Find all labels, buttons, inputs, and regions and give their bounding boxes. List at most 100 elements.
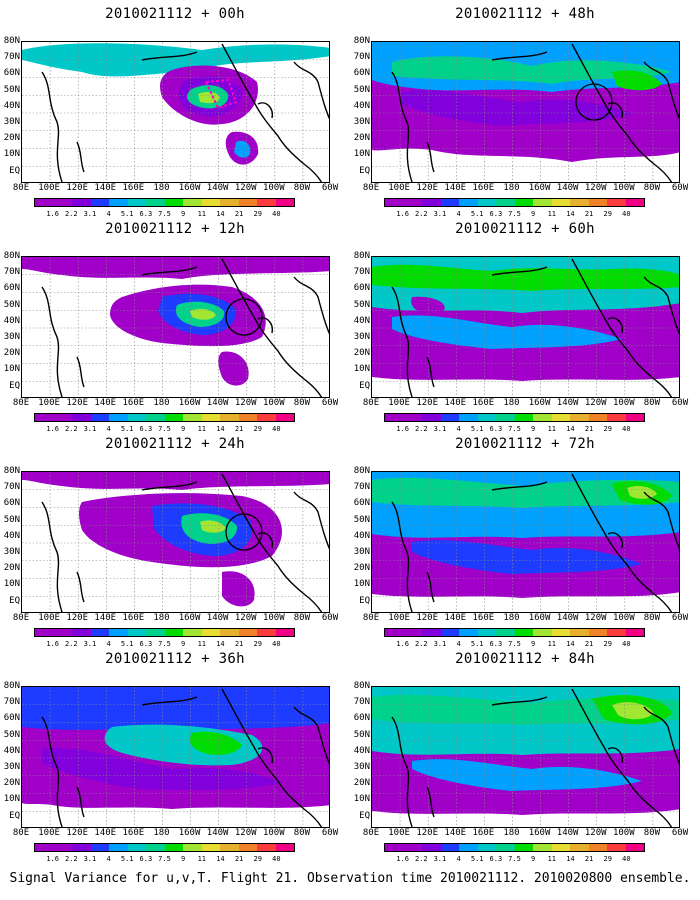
- latitude-label: 70N: [3, 267, 20, 278]
- latitude-label: 70N: [353, 697, 370, 708]
- colorbar-swatch: [90, 629, 109, 636]
- colorbar-swatch: [533, 199, 552, 206]
- colorbar-swatch: [183, 844, 202, 851]
- map-plot: [372, 687, 679, 827]
- colorbar-swatch: [109, 414, 128, 421]
- latitude-label: 50N: [3, 729, 20, 740]
- latitude-label: 10N: [353, 149, 370, 160]
- longitude-label: 120W: [584, 613, 607, 623]
- colorbar-tick-label: 5.1: [120, 210, 134, 218]
- colorbar-tick-label: 1.6: [396, 640, 409, 648]
- colorbar-swatch: [257, 629, 276, 636]
- latitude-label: 50N: [3, 84, 20, 95]
- latitude-label: 30N: [353, 547, 370, 557]
- colorbar-tick-label: 7.5: [508, 425, 521, 433]
- colorbar-tick-label: 2.2: [414, 210, 428, 218]
- colorbar-tick-label: 11: [547, 640, 556, 648]
- colorbar-swatch: [533, 414, 552, 421]
- colorbar-swatch: [201, 844, 220, 851]
- map-plot: [22, 257, 329, 397]
- longitude-label: 120E: [66, 183, 89, 193]
- colorbar-swatch: [570, 199, 589, 206]
- colorbar-tick-label: 21: [234, 425, 244, 433]
- colorbar-tick-label: 7.5: [158, 640, 171, 648]
- colorbar-swatch: [422, 844, 441, 851]
- figure-caption: Signal Variance for u,v,T. Flight 21. Ob…: [9, 871, 691, 886]
- longitude-label: 80W: [293, 613, 311, 623]
- colorbar-tick-label: 11: [547, 855, 556, 863]
- colorbar-tick-label: 1.6: [396, 855, 409, 863]
- latitude-label: 30N: [3, 117, 20, 127]
- coastline: [491, 481, 548, 491]
- longitude-label: 80E: [362, 398, 380, 408]
- colorbar-swatch: [220, 844, 239, 851]
- coastline: [221, 473, 323, 612]
- latitude-label: 50N: [3, 514, 20, 525]
- coastline: [571, 258, 673, 397]
- longitude-label: 120W: [584, 183, 607, 193]
- variance-contour-fill: [612, 70, 662, 91]
- colorbar-swatch: [257, 414, 276, 421]
- longitude-label: 140W: [206, 183, 229, 193]
- colorbar-swatch: [588, 629, 607, 636]
- colorbar-tick-label: 7.5: [508, 210, 521, 218]
- colorbar-swatch: [607, 414, 626, 421]
- colorbar-tick-label: 29: [253, 425, 262, 433]
- latitude-label: 20N: [353, 133, 370, 144]
- longitude-label: 140W: [556, 183, 579, 193]
- latitude-label: EQ: [359, 165, 370, 176]
- colorbar-swatch: [440, 629, 459, 636]
- longitude-label: 100W: [262, 828, 285, 838]
- colorbar-swatch: [403, 414, 422, 421]
- colorbar-swatch: [385, 199, 404, 206]
- colorbar-tick-label: 21: [584, 640, 594, 648]
- colorbar-swatch: [514, 199, 533, 206]
- colorbar-tick-label: 40: [622, 855, 631, 863]
- variance-contour-fill: [22, 687, 329, 731]
- colorbar-tick-label: 40: [272, 855, 281, 863]
- coastline: [426, 356, 435, 388]
- longitude-label: 80E: [362, 613, 380, 623]
- latitude-label: 70N: [3, 482, 20, 493]
- coastline: [607, 747, 623, 764]
- longitude-label: 180: [153, 398, 170, 408]
- colorbar-swatch: [551, 844, 570, 851]
- colorbar-tick-label: 5.1: [120, 855, 134, 863]
- colorbar-swatch: [588, 414, 607, 421]
- variance-contour-fill: [22, 472, 329, 490]
- colorbar-swatch: [551, 199, 570, 206]
- latitude-label: 40N: [3, 745, 20, 756]
- latitude-label: 10N: [3, 794, 20, 805]
- coastline: [491, 696, 548, 706]
- colorbar-swatch: [551, 414, 570, 421]
- coastline: [391, 716, 413, 827]
- colorbar-tick-label: 40: [622, 425, 631, 433]
- colorbar-tick-label: 14: [216, 210, 225, 218]
- latitude-label: 80N: [3, 681, 20, 691]
- colorbar-swatch: [477, 844, 496, 851]
- colorbar-tick-label: 11: [547, 210, 556, 218]
- latitude-label: 10N: [353, 794, 370, 805]
- colorbar-tick-label: 3.1: [83, 210, 97, 218]
- longitude-label: 120W: [584, 828, 607, 838]
- colorbar-tick-label: 11: [197, 640, 206, 648]
- longitude-label: 180: [503, 613, 520, 623]
- latitude-label: 60N: [3, 68, 20, 79]
- map-panel: 2010021112 + 24h 80N 70N 60N 50N 40N 30N 20N 10N…: [0, 430, 350, 652]
- colorbar-swatch: [625, 629, 644, 636]
- coastline: [221, 258, 323, 397]
- colorbar-swatch: [220, 629, 239, 636]
- colorbar-tick-label: 29: [603, 210, 612, 218]
- longitude-label: 160W: [528, 398, 551, 408]
- map-area: [21, 471, 330, 613]
- latitude-label: 50N: [353, 84, 370, 95]
- colorbar-tick-label: 14: [216, 425, 225, 433]
- colorbar-swatch: [403, 629, 422, 636]
- longitude-label: 80E: [12, 828, 30, 838]
- colorbar-swatch: [588, 844, 607, 851]
- colorbar-tick-label: 21: [234, 640, 244, 648]
- colorbar-tick-label: 7.5: [158, 210, 171, 218]
- longitude-label: 140E: [94, 183, 117, 193]
- colorbar-swatch: [477, 629, 496, 636]
- colorbar-swatch: [220, 199, 239, 206]
